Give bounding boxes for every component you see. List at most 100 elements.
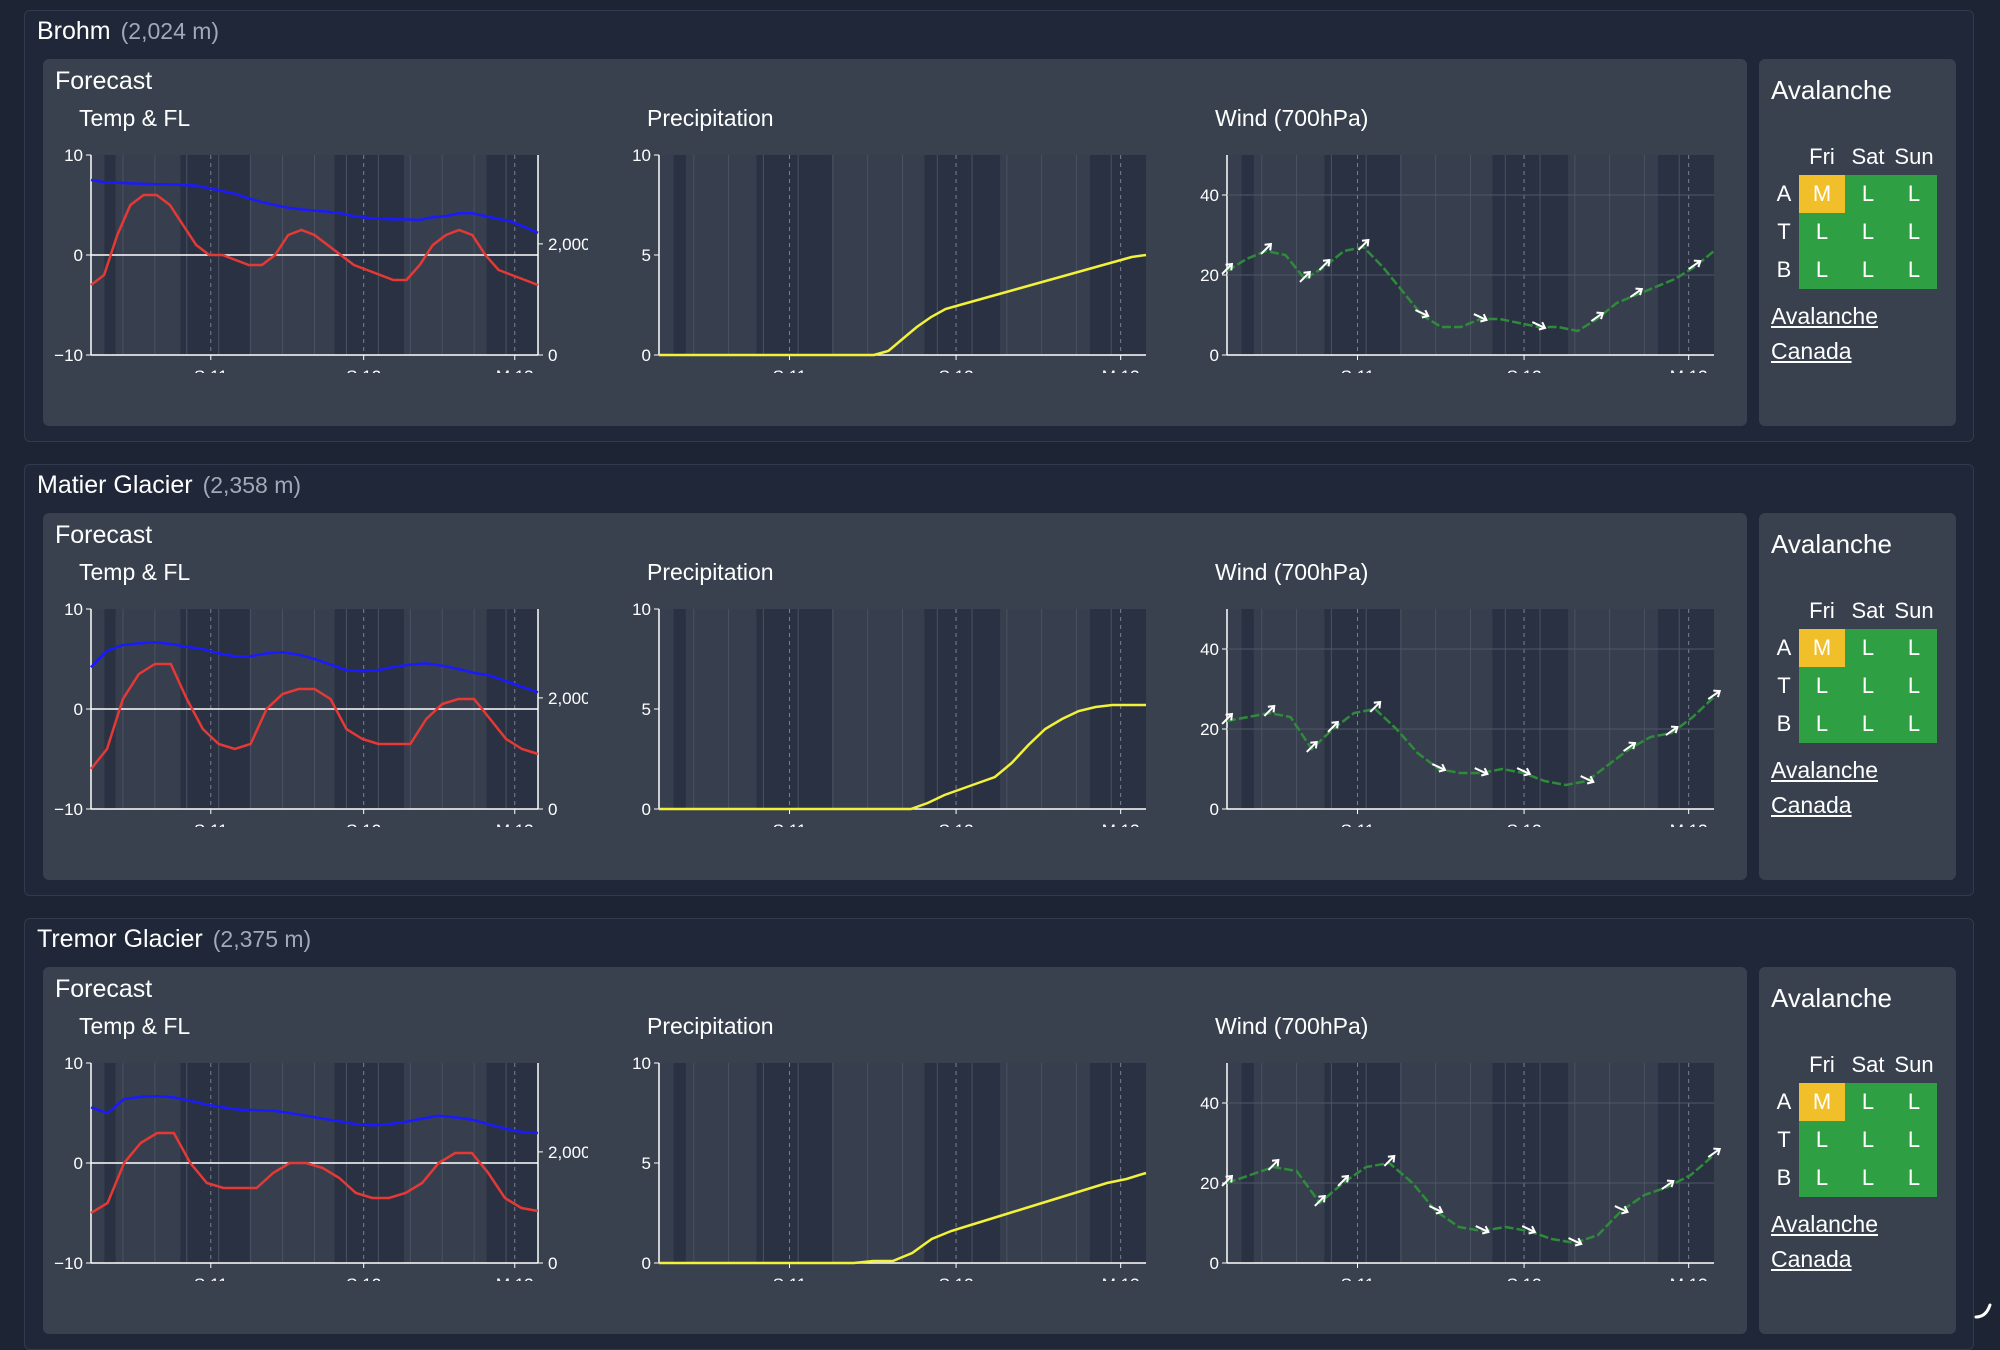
wind-direction-arrow-icon: [1473, 313, 1488, 323]
danger-rating-cell: L: [1891, 175, 1937, 213]
precipitation-line: [659, 703, 1146, 811]
night-band: [1089, 155, 1146, 355]
night-band: [1324, 609, 1400, 809]
x-tick-label: M 13: [496, 367, 534, 373]
y2-tick-label: 2,000: [548, 689, 588, 708]
y2-tick-label: 0: [548, 1254, 557, 1273]
night-band: [673, 1063, 686, 1263]
temp-chart-title: Temp & FL: [79, 105, 191, 131]
danger-rating-cell: L: [1891, 1121, 1937, 1159]
y2-tick-label: 2,000: [548, 235, 588, 254]
danger-rating-cell: L: [1891, 251, 1937, 289]
avalanche-heading: Avalanche: [1771, 529, 1892, 559]
x-tick-label: M 13: [1670, 1275, 1708, 1281]
wind-direction-arrow-icon: [1221, 1174, 1234, 1187]
wind-chart-title: Wind (700hPa): [1215, 559, 1369, 585]
danger-rating-cell: M: [1799, 629, 1845, 667]
night-band: [673, 155, 686, 355]
wind-chart-title: Wind (700hPa): [1215, 105, 1369, 131]
avalanche-canada-link[interactable]: Avalanche Canada: [1771, 299, 1878, 369]
forecast-panel: Forecast Temp & FL S 11 S 12 M 13 10 0 −10 0 2,00…: [43, 513, 1747, 880]
danger-rating-cell: L: [1799, 1121, 1845, 1159]
night-band: [1089, 609, 1146, 809]
x-tick-label: M 13: [1102, 1275, 1140, 1281]
temp-chart: S 11 S 12 M 13 10 0 −10 0 2,000: [54, 600, 588, 827]
x-tick-label: S 12: [1507, 367, 1542, 373]
freezing-level-line: [90, 1095, 539, 1135]
station-elevation: (2,024 m): [120, 18, 220, 44]
wind-direction-arrow-icon: [1337, 1174, 1350, 1187]
day-header: Fri: [1809, 1052, 1835, 1077]
night-band: [1657, 155, 1714, 355]
y2-tick-label: 2,000: [548, 1143, 588, 1162]
night-band: [756, 1063, 832, 1263]
y-tick-label: 10: [632, 1054, 651, 1073]
wind-direction-arrow-icon: [1263, 704, 1276, 717]
link-line-1: Avalanche: [1771, 757, 1878, 783]
night-band: [1657, 1063, 1714, 1263]
danger-rating-cell: L: [1845, 175, 1891, 213]
y-tick-label: −10: [54, 346, 83, 365]
resize-handle-icon[interactable]: [1972, 1299, 1994, 1321]
precipitation-chart: S 11 S 12 M 13 10 5 0: [632, 600, 1146, 827]
danger-rating-cell: L: [1891, 1159, 1937, 1197]
x-tick-label: S 11: [1341, 367, 1375, 373]
y-tick-label: −10: [54, 800, 83, 819]
night-band: [756, 609, 832, 809]
day-header: Fri: [1809, 598, 1835, 623]
wind-direction-arrow-icon: [1661, 1179, 1675, 1190]
y-tick-label: 0: [74, 700, 83, 719]
avalanche-canada-link[interactable]: Avalanche Canada: [1771, 1207, 1878, 1277]
wind-chart: S 11 S 12 M 13 40 20 0: [1200, 609, 1722, 827]
elevation-band-label: T: [1777, 219, 1791, 244]
wind-direction-arrow-icon: [1306, 740, 1318, 753]
x-tick-label: S 11: [194, 1275, 228, 1281]
link-line-1: Avalanche: [1771, 303, 1878, 329]
danger-rating-cell: L: [1799, 1159, 1845, 1197]
wind-direction-arrow-icon: [1299, 270, 1311, 283]
x-tick-label: S 11: [1341, 1275, 1375, 1281]
danger-rating-cell: L: [1845, 1121, 1891, 1159]
danger-rating-cell: L: [1845, 629, 1891, 667]
avalanche-heading: Avalanche: [1771, 983, 1892, 1013]
y-tick-label: 0: [642, 1254, 651, 1273]
temp-chart: S 11 S 12 M 13 10 0 −10 0 2,000: [54, 146, 588, 373]
station-elevation: (2,375 m): [212, 926, 312, 952]
wind-direction-arrow-icon: [1580, 775, 1595, 785]
wind-direction-arrow-icon: [1475, 1225, 1490, 1235]
y-tick-label: 0: [642, 800, 651, 819]
avalanche-header-row: Fri Sat Sun: [1769, 1047, 1937, 1083]
danger-rating-cell: L: [1799, 213, 1845, 251]
danger-rating-cell: L: [1845, 213, 1891, 251]
y-tick-label: 20: [1200, 266, 1219, 285]
danger-rating-cell: L: [1845, 1159, 1891, 1197]
y2-tick-label: 0: [548, 346, 557, 365]
wind-direction-arrow-icon: [1474, 767, 1489, 777]
wind-direction-arrow-icon: [1568, 1237, 1583, 1247]
avalanche-header-row: Fri Sat Sun: [1769, 139, 1937, 175]
station-elevation: (2,358 m): [202, 472, 302, 498]
avalanche-panel: Avalanche Fri Sat Sun A M L L T L L L B L L L Avalanche C…: [1759, 967, 1956, 1334]
y-tick-label: 40: [1200, 186, 1219, 205]
y-tick-label: 20: [1200, 720, 1219, 739]
night-band: [756, 155, 832, 355]
precipitation-chart-title: Precipitation: [647, 1013, 774, 1039]
wind-direction-arrow-icon: [1431, 763, 1447, 773]
night-band: [1241, 1063, 1254, 1263]
x-tick-label: S 11: [773, 1275, 807, 1281]
night-band: [1241, 609, 1254, 809]
wind-direction-arrow-icon: [1516, 767, 1532, 777]
freezing-level-line: [90, 178, 539, 234]
y-tick-label: 10: [64, 1054, 83, 1073]
wind-direction-arrow-icon: [1590, 311, 1605, 322]
link-line-1: Avalanche: [1771, 1211, 1878, 1237]
avalanche-canada-link[interactable]: Avalanche Canada: [1771, 753, 1878, 823]
temp-chart-title: Temp & FL: [79, 559, 191, 585]
x-tick-label: S 12: [939, 367, 974, 373]
